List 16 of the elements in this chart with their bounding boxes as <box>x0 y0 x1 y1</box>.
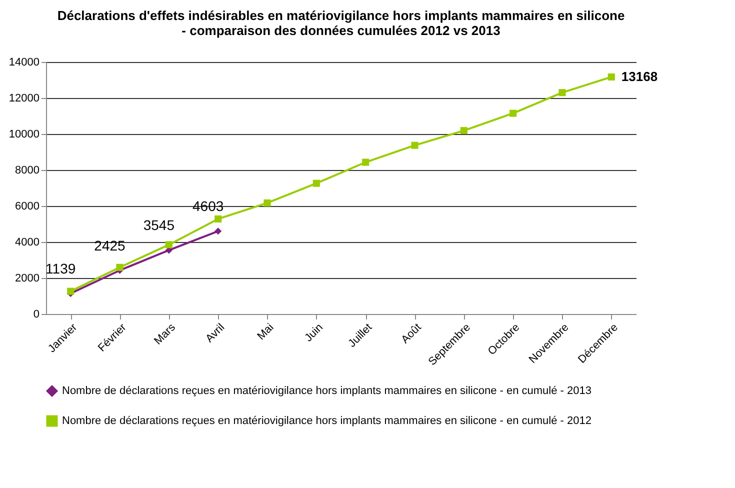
x-tick-label: Mai <box>255 322 276 343</box>
legend-label: Nombre de déclarations reçues en matériovigilance hors implants mammaires en silicone - en cumulé - 2012 <box>62 415 592 427</box>
y-tick-label: 8000 <box>15 164 40 176</box>
legend-label: Nombre de déclarations reçues en matériovigilance hors implants mammaires en silicone - en cumulé - 2013 <box>62 385 592 397</box>
x-tick-label: Juin <box>302 322 326 344</box>
chart-title: Déclarations d'effets indésirables en matériovigilance hors implants mammaires en silicone - comparaison des données cumulées 2012 vs 2013 <box>57 8 625 38</box>
y-tick-label: 14000 <box>8 56 40 68</box>
y-tick-label: 10000 <box>8 128 40 140</box>
y-tick-label: 4000 <box>15 236 40 248</box>
data-label: 13168 <box>621 68 658 84</box>
y-tick-label: 6000 <box>15 200 40 212</box>
y-tick-label: 2000 <box>15 272 40 284</box>
y-tick-label: 0 <box>33 308 40 320</box>
y-tick-label: 12000 <box>8 92 40 104</box>
data-label: 3545 <box>143 217 175 234</box>
data-label: 1139 <box>46 260 76 276</box>
